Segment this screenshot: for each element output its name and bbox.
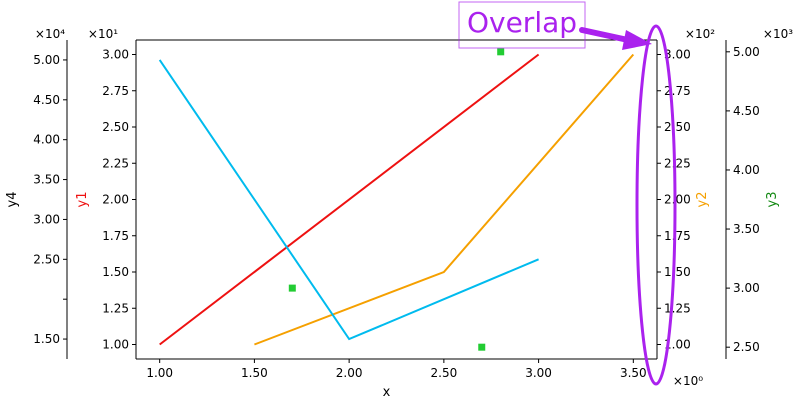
overlap-ellipse <box>635 24 677 386</box>
series-y3-point <box>478 343 486 351</box>
y3-axis-label: y3 <box>765 192 780 208</box>
x-offset-text: ×10⁰ <box>673 374 703 388</box>
y1-tick-label: 1.75 <box>102 229 129 243</box>
y4-tick-label: 3.00 <box>33 212 60 226</box>
y4-tick-label: 4.00 <box>33 133 60 147</box>
y1-tick-label: 2.25 <box>102 156 129 170</box>
y2-tick-label: 2.25 <box>664 156 691 170</box>
y3-tick-label: 3.50 <box>733 222 760 236</box>
x-tick-label: 3.50 <box>620 366 647 380</box>
y4-offset-text: ×10⁴ <box>35 27 65 41</box>
y2-tick-label: 1.25 <box>664 301 691 315</box>
y1-axis-label: y1 <box>75 192 90 208</box>
data-layer <box>158 48 635 351</box>
y3-tick-label: 2.50 <box>733 340 760 354</box>
y4-axis-label: y4 <box>5 192 20 208</box>
y1-tick-label: 1.25 <box>102 301 129 315</box>
y2-tick-label: 2.75 <box>664 84 691 98</box>
x-axis-label: x <box>383 385 391 400</box>
series-y3-point <box>497 48 505 56</box>
y1-tick-label: 1.50 <box>102 265 129 279</box>
x-tick-label: 2.50 <box>431 366 458 380</box>
y4-tick-label: 5.00 <box>33 53 60 67</box>
series-y2-line <box>254 53 635 346</box>
y4-tick-label: 2.50 <box>33 252 60 266</box>
y2-tick-label: 1.75 <box>664 229 691 243</box>
y1-tick-label: 1.00 <box>102 338 129 352</box>
series-y1-line <box>159 53 540 346</box>
overlap-arrow-head <box>622 30 652 50</box>
y3-tick-label: 4.50 <box>733 104 760 118</box>
y2-tick-label: 1.50 <box>664 265 691 279</box>
overlap-label-box <box>458 1 586 49</box>
y4-tick-label: 4.50 <box>33 93 60 107</box>
y2-tick-label: 1.00 <box>664 338 691 352</box>
y2-offset-text: ×10² <box>685 27 715 41</box>
y2-tick-label: 2.00 <box>664 193 691 207</box>
overlap-arrow-shaft <box>579 27 631 43</box>
y4-tick-label: 1.50 <box>33 332 60 346</box>
series-y3-point <box>288 284 296 292</box>
x-tick-label: 1.00 <box>146 366 173 380</box>
y1-tick-label: 3.00 <box>102 48 129 62</box>
x-tick-label: 3.00 <box>525 366 552 380</box>
y2-tick-label: 3.00 <box>664 48 691 62</box>
x-tick-label: 2.00 <box>336 366 363 380</box>
y2-tick-label: 2.50 <box>664 120 691 134</box>
y1-offset-text: ×10¹ <box>88 27 118 41</box>
annotation-layer: Overlap <box>458 1 677 386</box>
x-tick-label: 1.50 <box>241 366 268 380</box>
y2-axis-label: y2 <box>695 192 710 208</box>
y3-offset-text: ×10³ <box>763 27 793 41</box>
axes-layer: 1.00 1.50 2.00 2.50 3.00 3.50 x ×10⁰ 1.00 1.25 1.5… <box>5 27 793 400</box>
overlap-label: Overlap <box>467 6 577 39</box>
y1-tick-label: 2.75 <box>102 84 129 98</box>
series-y4-line <box>158 59 539 341</box>
y1-tick-label: 2.00 <box>102 193 129 207</box>
y1-tick-label: 2.50 <box>102 120 129 134</box>
y4-tick-label: 3.50 <box>33 173 60 187</box>
y3-tick-label: 3.00 <box>733 281 760 295</box>
y3-tick-label: 4.00 <box>733 163 760 177</box>
y3-tick-label: 5.00 <box>733 45 760 59</box>
